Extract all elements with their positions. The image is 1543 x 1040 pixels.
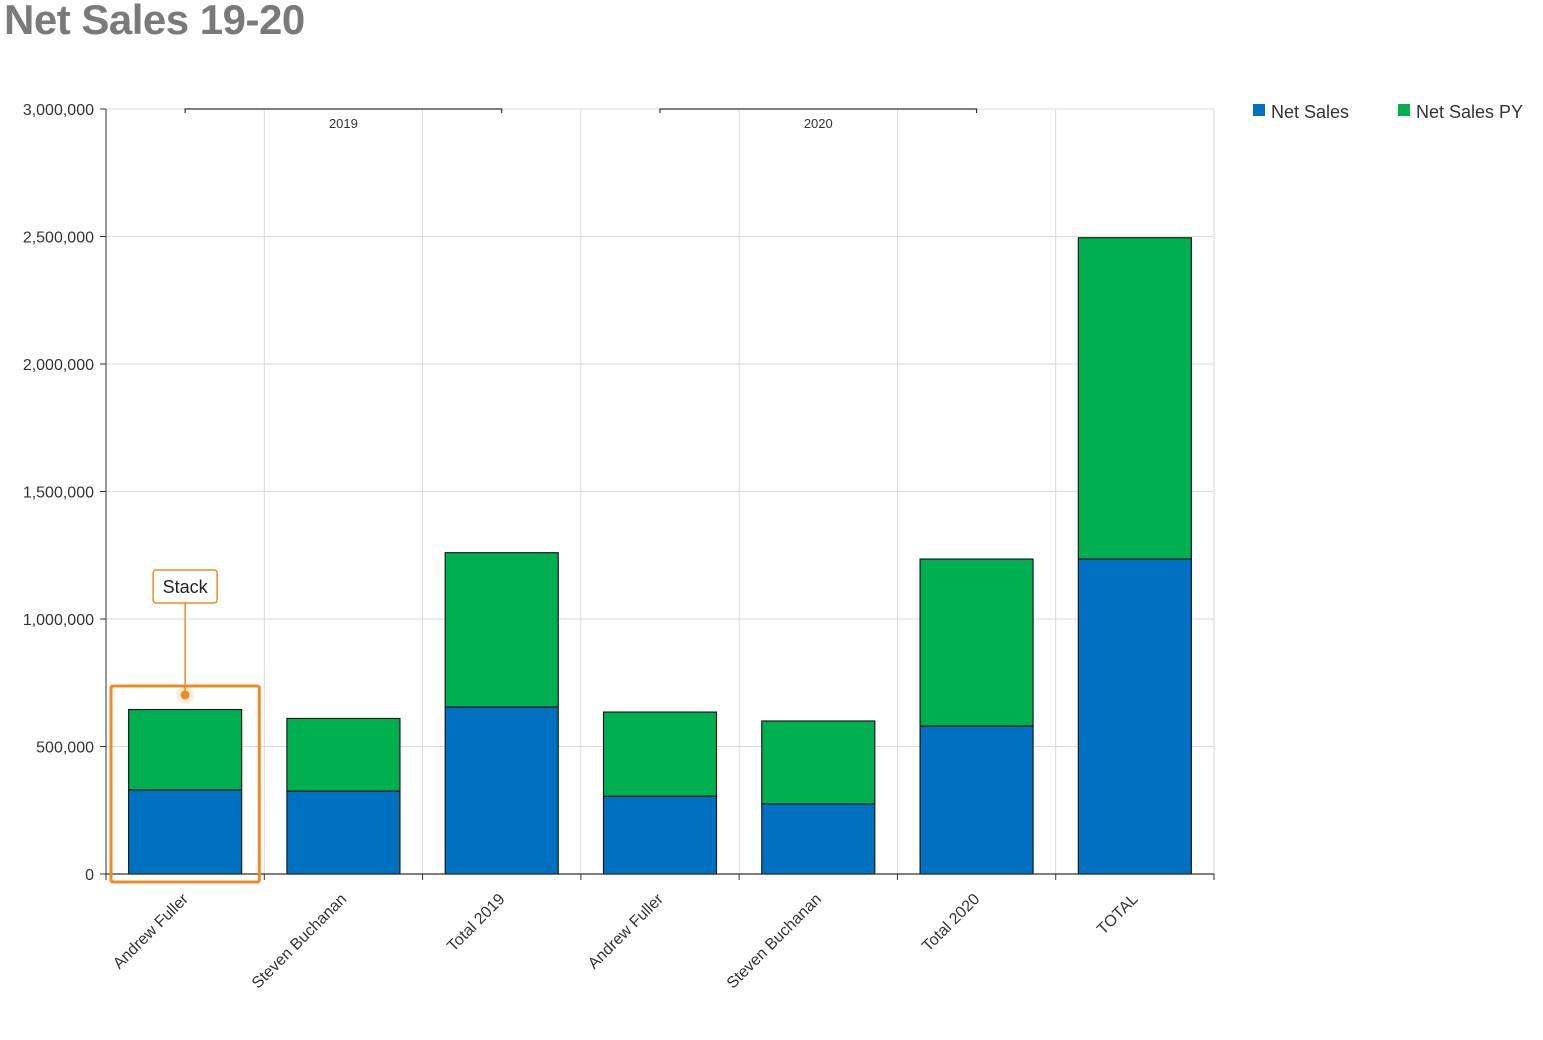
x-category-label: Andrew Fuller	[110, 890, 192, 972]
x-category-label: Total 2019	[444, 891, 508, 955]
bar-segment	[128, 708, 243, 791]
callout-dot	[180, 690, 190, 700]
bar-segment	[1077, 237, 1192, 560]
legend[interactable]: Net Sales Net Sales PY	[1253, 102, 1523, 122]
group-label: 2020	[804, 116, 833, 131]
bar-segment	[128, 789, 243, 875]
bar-segment	[286, 717, 401, 792]
grid	[106, 108, 1215, 874]
bar-segment	[602, 795, 718, 875]
y-tick-label: 2,500,000	[23, 230, 94, 247]
x-category-label: Andrew Fuller	[585, 890, 667, 972]
x-category-label: Steven Buchanan	[249, 891, 350, 992]
bar-segment	[444, 552, 559, 708]
category-groups: 2019 2020	[184, 108, 978, 131]
callout-label: Stack	[163, 577, 209, 597]
legend-swatch	[1398, 104, 1410, 116]
y-tick-label: 1,000,000	[23, 612, 94, 629]
x-category-label: Steven Buchanan	[724, 891, 825, 992]
bar-segment	[286, 790, 401, 875]
bars	[128, 237, 1192, 875]
y-tick-label: 2,000,000	[23, 357, 94, 374]
legend-item[interactable]: Net Sales PY	[1398, 102, 1523, 122]
callout-box	[152, 569, 218, 604]
x-category-label: Total 2020	[919, 891, 983, 955]
bar-segment	[919, 558, 1034, 727]
bar-segment	[1077, 558, 1192, 875]
legend-label: Net Sales PY	[1416, 102, 1523, 122]
stack-callout: Stack	[109, 569, 261, 884]
y-tick-label: 1,500,000	[23, 485, 94, 502]
bar-segment	[761, 720, 876, 805]
bar-segment	[602, 711, 718, 797]
group-bracket	[659, 108, 978, 113]
page-title: Net Sales 19-20	[4, 0, 305, 43]
y-tick-label: 500,000	[36, 740, 94, 757]
x-category-label: TOTAL	[1094, 891, 1142, 939]
bar-segment	[444, 706, 559, 875]
legend-swatch	[1253, 104, 1265, 116]
bar-segment	[761, 803, 876, 875]
group-label: 2019	[329, 116, 358, 131]
legend-label: Net Sales	[1271, 102, 1349, 122]
y-tick-label: 3,000,000	[23, 102, 94, 119]
group-bracket	[184, 108, 503, 113]
legend-item[interactable]: Net Sales	[1253, 102, 1349, 122]
y-tick-label: 0	[85, 867, 94, 884]
bar-segment	[919, 725, 1034, 875]
